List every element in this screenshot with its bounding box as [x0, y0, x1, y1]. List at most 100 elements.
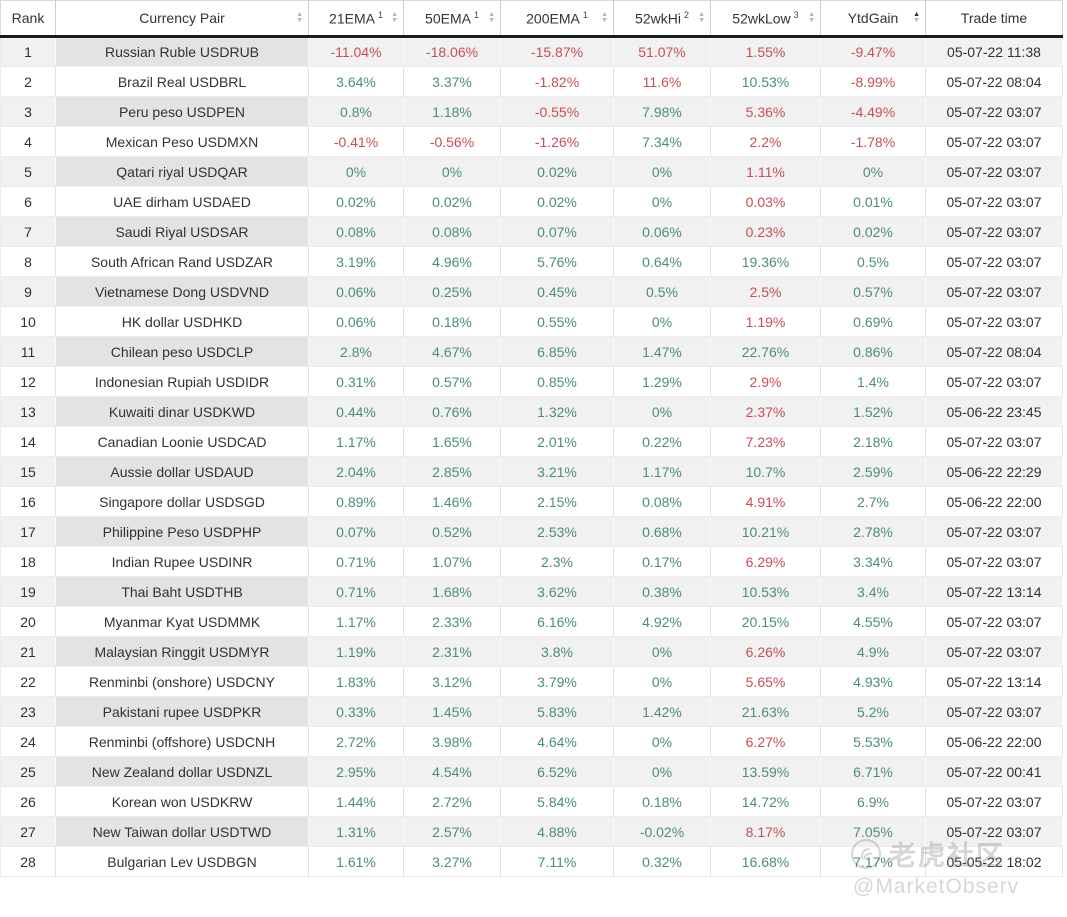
cell-ema50: 0.08%	[403, 216, 501, 247]
sort-icon: ▲ ▼	[601, 11, 608, 24]
column-header-rank: Rank	[0, 0, 56, 38]
cell-low: 1.11%	[710, 156, 821, 187]
cell-ema50: 0.02%	[403, 186, 501, 217]
cell-pair: Philippine Peso USDPHP	[55, 516, 309, 547]
cell-ytd: 2.7%	[820, 486, 926, 517]
cell-ema200: 7.11%	[500, 846, 614, 877]
cell-rank: 24	[0, 726, 56, 757]
cell-ema200: 3.62%	[500, 576, 614, 607]
cell-ema50: 3.98%	[403, 726, 501, 757]
table-row: 14 Canadian Loonie USDCAD 1.17% 1.65% 2.01% 0…	[0, 426, 1063, 457]
cell-pair: Aussie dollar USDAUD	[55, 456, 309, 487]
cell-hi: 0.32%	[613, 846, 711, 877]
cell-hi: 0.5%	[613, 276, 711, 307]
table-row: 1 Russian Ruble USDRUB -11.04% -18.06% -15.8…	[0, 36, 1063, 67]
cell-rank: 14	[0, 426, 56, 457]
cell-pair: Russian Ruble USDRUB	[55, 36, 309, 67]
cell-ytd: 1.52%	[820, 396, 926, 427]
cell-ema200: 2.53%	[500, 516, 614, 547]
cell-ema200: 5.76%	[500, 246, 614, 277]
cell-hi: 1.29%	[613, 366, 711, 397]
column-label: 200EMA	[526, 10, 580, 27]
column-header-ema21[interactable]: 21EMA 1 ▲ ▼	[308, 0, 404, 38]
cell-ema21: 1.17%	[308, 426, 404, 457]
cell-rank: 2	[0, 66, 56, 97]
cell-low: 5.36%	[710, 96, 821, 127]
cell-ema21: 0.31%	[308, 366, 404, 397]
cell-ema50: 1.68%	[403, 576, 501, 607]
cell-time: 05-07-22 03:07	[925, 186, 1063, 217]
cell-rank: 20	[0, 606, 56, 637]
cell-ema21: 0.33%	[308, 696, 404, 727]
column-label: 52wkHi	[635, 10, 681, 27]
column-header-hi[interactable]: 52wkHi 2 ▲ ▼	[613, 0, 711, 38]
column-header-ema50[interactable]: 50EMA 1 ▲ ▼	[403, 0, 501, 38]
cell-ema21: 0.06%	[308, 276, 404, 307]
cell-time: 05-06-22 22:00	[925, 486, 1063, 517]
cell-hi: 7.34%	[613, 126, 711, 157]
cell-ema200: -1.82%	[500, 66, 614, 97]
cell-rank: 3	[0, 96, 56, 127]
column-header-pair[interactable]: Currency Pair ▲ ▼	[55, 0, 309, 38]
cell-rank: 23	[0, 696, 56, 727]
cell-ema200: 6.85%	[500, 336, 614, 367]
cell-ema21: 0.71%	[308, 546, 404, 577]
cell-hi: 1.42%	[613, 696, 711, 727]
cell-ema200: 6.16%	[500, 606, 614, 637]
sort-icon: ▲ ▼	[296, 11, 303, 24]
cell-ytd: 3.34%	[820, 546, 926, 577]
sort-icon: ▲ ▼	[488, 11, 495, 24]
cell-ema21: 2.95%	[308, 756, 404, 787]
column-header-low[interactable]: 52wkLow 3 ▲ ▼	[710, 0, 821, 38]
cell-pair: Renminbi (onshore) USDCNY	[55, 666, 309, 697]
column-header-ytd[interactable]: YtdGain ▲ ▼	[820, 0, 926, 38]
table-row: 26 Korean won USDKRW 1.44% 2.72% 5.84% 0.18% 1…	[0, 786, 1063, 817]
cell-ytd: -9.47%	[820, 36, 926, 67]
column-header-ema200[interactable]: 200EMA 1 ▲ ▼	[500, 0, 614, 38]
cell-pair: Peru peso USDPEN	[55, 96, 309, 127]
cell-ytd: 6.9%	[820, 786, 926, 817]
cell-pair: Korean won USDKRW	[55, 786, 309, 817]
cell-pair: Singapore dollar USDSGD	[55, 486, 309, 517]
sort-icon: ▲ ▼	[808, 11, 815, 24]
cell-ytd: 4.93%	[820, 666, 926, 697]
table-row: 2 Brazil Real USDBRL 3.64% 3.37% -1.82% 11.6%…	[0, 66, 1063, 97]
cell-low: 19.36%	[710, 246, 821, 277]
cell-ytd: 2.78%	[820, 516, 926, 547]
cell-ema200: 0.85%	[500, 366, 614, 397]
cell-low: 8.17%	[710, 816, 821, 847]
cell-ema21: 2.72%	[308, 726, 404, 757]
cell-ema200: -15.87%	[500, 36, 614, 67]
table-row: 11 Chilean peso USDCLP 2.8% 4.67% 6.85% 1.47%…	[0, 336, 1063, 367]
cell-hi: 11.6%	[613, 66, 711, 97]
cell-pair: HK dollar USDHKD	[55, 306, 309, 337]
cell-ytd: -1.78%	[820, 126, 926, 157]
cell-pair: Vietnamese Dong USDVND	[55, 276, 309, 307]
cell-ytd: 0.01%	[820, 186, 926, 217]
cell-ema21: 1.44%	[308, 786, 404, 817]
cell-low: 2.5%	[710, 276, 821, 307]
watermark-handle: @MarketObserv	[853, 875, 1020, 898]
cell-hi: 0%	[613, 636, 711, 667]
cell-pair: Thai Baht USDTHB	[55, 576, 309, 607]
table-row: 23 Pakistani rupee USDPKR 0.33% 1.45% 5.83% 1…	[0, 696, 1063, 727]
cell-ema200: 0.55%	[500, 306, 614, 337]
cell-time: 05-07-22 03:07	[925, 636, 1063, 667]
cell-ytd: 4.55%	[820, 606, 926, 637]
cell-ema21: 1.61%	[308, 846, 404, 877]
cell-low: 7.23%	[710, 426, 821, 457]
table-row: 19 Thai Baht USDTHB 0.71% 1.68% 3.62% 0.38% 10…	[0, 576, 1063, 607]
header-row: Rank Currency Pair ▲ ▼ 21EMA 1 ▲ ▼ 50EMA 1 ▲ ▼ 200EM…	[0, 0, 1063, 38]
cell-time: 05-07-22 03:07	[925, 426, 1063, 457]
cell-pair: Pakistani rupee USDPKR	[55, 696, 309, 727]
table-row: 22 Renminbi (onshore) USDCNY 1.83% 3.12% 3.7…	[0, 666, 1063, 697]
cell-time: 05-06-22 22:29	[925, 456, 1063, 487]
cell-ema21: 0.8%	[308, 96, 404, 127]
cell-time: 05-07-22 08:04	[925, 66, 1063, 97]
cell-ema50: 2.33%	[403, 606, 501, 637]
cell-hi: 0.06%	[613, 216, 711, 247]
cell-rank: 9	[0, 276, 56, 307]
cell-ema50: 2.31%	[403, 636, 501, 667]
cell-hi: 1.17%	[613, 456, 711, 487]
cell-pair: Brazil Real USDBRL	[55, 66, 309, 97]
